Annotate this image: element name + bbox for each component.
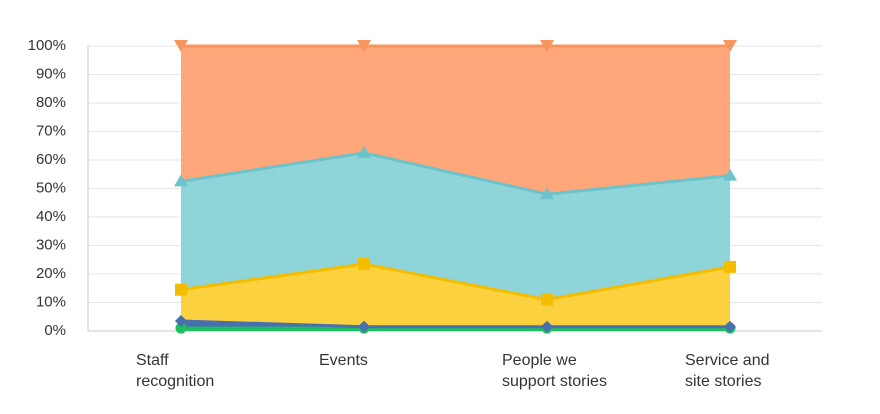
marker xyxy=(723,40,737,52)
marker xyxy=(357,145,371,158)
y-tick-label: 50% xyxy=(36,179,66,196)
area xyxy=(181,264,730,327)
area xyxy=(181,46,730,195)
y-tick-label: 90% xyxy=(36,65,66,82)
marker xyxy=(724,260,736,273)
marker xyxy=(541,320,553,333)
marker xyxy=(175,283,187,296)
y-tick-label: 10% xyxy=(36,293,66,310)
y-tick-label: 70% xyxy=(36,122,66,139)
marker xyxy=(540,40,554,52)
line xyxy=(180,151,731,196)
marker xyxy=(540,187,554,200)
y-tick-label: 80% xyxy=(36,94,66,111)
x-tick-label: People we support stories xyxy=(502,352,607,390)
marker xyxy=(358,258,370,271)
marker xyxy=(724,320,736,333)
marker xyxy=(358,320,370,333)
marker xyxy=(541,293,553,306)
line xyxy=(180,262,731,302)
marker xyxy=(174,40,188,52)
marker xyxy=(175,322,187,334)
line xyxy=(180,319,730,329)
y-tick-label: 60% xyxy=(36,151,66,168)
marker xyxy=(175,315,187,328)
y-tick-label: 100% xyxy=(28,37,66,54)
marker xyxy=(723,168,737,181)
x-tick-label: Events xyxy=(319,352,368,369)
marker xyxy=(357,40,371,52)
y-tick-label: 30% xyxy=(36,236,66,253)
x-tick-label: Staff recognition xyxy=(136,352,215,390)
y-tick-label: 20% xyxy=(36,265,66,282)
y-tick-label: 40% xyxy=(36,208,66,225)
y-tick-label: 0% xyxy=(44,322,66,339)
marker xyxy=(174,174,188,187)
x-tick-label: Service and site stories xyxy=(685,352,770,390)
